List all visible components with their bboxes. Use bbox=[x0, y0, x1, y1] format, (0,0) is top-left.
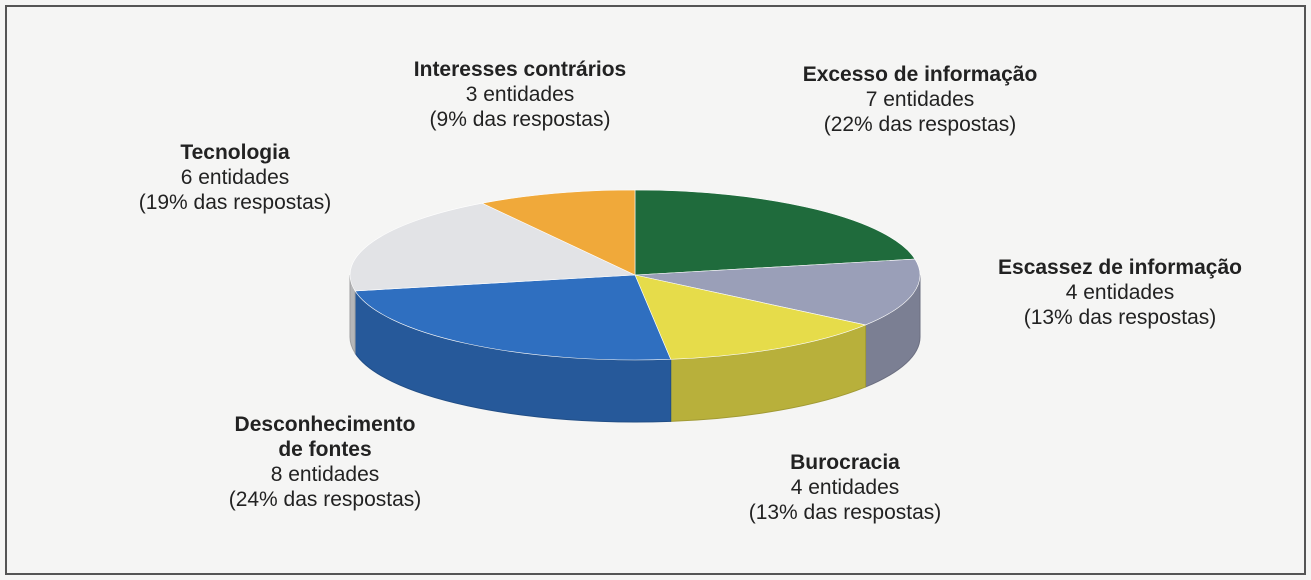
category-name: Excesso de informação bbox=[802, 63, 1038, 86]
value-label: (24% das respostas) bbox=[228, 488, 422, 511]
slice-label: Interesses contrários 3 entidades (9% das … bbox=[370, 57, 670, 132]
slice-label: Excesso de informação 7 entidades (22% das… bbox=[785, 62, 1055, 137]
category-name: Desconhecimento de fontes bbox=[234, 413, 416, 461]
entity-count: 8 entidades bbox=[270, 463, 380, 486]
value-label: (22% das respostas) bbox=[823, 113, 1017, 136]
entity-count: 3 entidades bbox=[465, 83, 575, 106]
frame bbox=[5, 5, 1306, 575]
pie-slice bbox=[354, 274, 672, 361]
value-label: (19% das respostas) bbox=[138, 191, 332, 214]
slice-label: Desconhecimento de fontes 8 entidades (24%… bbox=[195, 412, 455, 512]
slice-label: Burocracia 4 entidades (13% das respostas) bbox=[695, 450, 995, 525]
entity-count: 7 entidades bbox=[865, 88, 975, 111]
pie-slice bbox=[349, 202, 636, 292]
slice-label: Tecnologia 6 entidades (19% das respostas) bbox=[85, 140, 385, 215]
entity-count: 4 entidades bbox=[1065, 281, 1175, 304]
pie-slice bbox=[634, 274, 867, 360]
category-name: Burocracia bbox=[790, 451, 900, 474]
category-name: Escassez de informação bbox=[998, 256, 1242, 279]
value-label: (13% das respostas) bbox=[1023, 306, 1217, 329]
slice-label: Escassez de informação 4 entidades (13% da… bbox=[960, 255, 1280, 330]
pie-slice bbox=[634, 258, 921, 326]
entity-count: 4 entidades bbox=[790, 476, 900, 499]
category-name: Tecnologia bbox=[180, 141, 290, 164]
pie-slice bbox=[481, 189, 636, 276]
entity-count: 6 entidades bbox=[180, 166, 290, 189]
value-label: (13% das respostas) bbox=[748, 501, 942, 524]
pie-slice bbox=[634, 189, 916, 276]
value-label: (9% das respostas) bbox=[429, 108, 611, 131]
category-name: Interesses contrários bbox=[413, 58, 627, 81]
